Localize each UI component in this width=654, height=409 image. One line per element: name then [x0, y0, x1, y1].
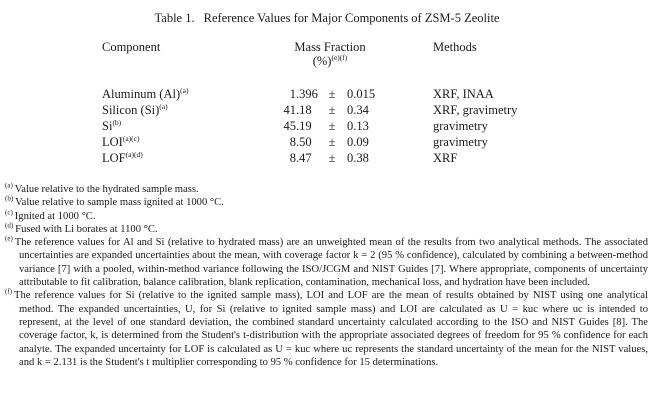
column-header-mass-fraction: Mass Fraction (%)(e)(f)	[255, 40, 405, 68]
value-int: 8	[289, 151, 296, 165]
footnote-marker: (e)	[5, 234, 13, 243]
footnote-ref: (b)	[112, 117, 122, 127]
footnote-text: Ignited at 1000 °C.	[14, 210, 96, 222]
plus-minus: ±	[328, 87, 336, 101]
uncertainty-cell: 0.015	[347, 87, 376, 101]
footnote-a: (a) Value relative to the hydrated sample…	[5, 181, 648, 196]
component-cell: LOI(a)(c)	[102, 133, 140, 149]
footnote-ref: (a)(d)	[125, 149, 143, 159]
footnote-marker: (c)	[5, 208, 13, 217]
footnote-marker: (f)	[5, 287, 12, 296]
uncertainty-cell: 0.34	[347, 103, 369, 117]
footnotes-section: (a) Value relative to the hydrated sample…	[5, 181, 648, 369]
table-row: LOF(a)(d) 8 .47 ± 0.38 XRF	[102, 150, 654, 166]
footnote-f: (f) The reference values for Si (relative…	[5, 287, 648, 369]
footnote-ref: (a)	[180, 85, 189, 95]
mass-fraction-unit: (%)(e)(f)	[312, 52, 348, 68]
table-title-text: Reference Values for Major Components of…	[203, 11, 500, 25]
value-frac: .50	[296, 135, 312, 149]
footnote-d: (d) Fused with Li borates at 1100 °C.	[5, 221, 648, 236]
table-body: Aluminum (Al)(a) 1 .396 ± 0.015 XRF, INA…	[0, 86, 654, 166]
component-cell: Si(b)	[102, 117, 122, 133]
value-frac: .18	[296, 103, 312, 117]
table-title: Table 1. Reference Values for Major Compo…	[0, 11, 654, 26]
plus-minus: ±	[328, 151, 336, 165]
methods-cell: XRF, INAA	[433, 87, 494, 101]
footnote-marker: (a)	[5, 181, 13, 190]
footnote-text: The reference values for Al and Si (rela…	[14, 237, 648, 289]
methods-cell: gravimetry	[433, 119, 488, 133]
methods-cell: XRF, gravimetry	[433, 103, 518, 117]
component-cell: Aluminum (Al)(a)	[102, 85, 189, 101]
value-int: 41	[283, 103, 297, 117]
plus-minus: ±	[328, 119, 336, 133]
column-header-methods: Methods	[433, 40, 477, 54]
column-header-component: Component	[102, 40, 161, 54]
table-row: Aluminum (Al)(a) 1 .396 ± 0.015 XRF, INA…	[102, 86, 654, 102]
footnote-text: Value relative to the hydrated sample ma…	[14, 184, 199, 195]
plus-minus: ±	[328, 103, 336, 117]
table-row: Silicon (Si)(a) 41 .18 ± 0.34 XRF, gravi…	[102, 102, 654, 118]
uncertainty-cell: 0.38	[347, 151, 369, 165]
uncertainty-cell: 0.09	[347, 135, 369, 149]
uncertainty-cell: 0.13	[347, 119, 369, 133]
component-cell: LOF(a)(d)	[102, 149, 143, 165]
footnote-text: Fused with Li borates at 1100 °C.	[15, 223, 158, 235]
component-cell: Silicon (Si)(a)	[102, 101, 168, 117]
footnote-c: (c) Ignited at 1000 °C.	[5, 208, 648, 223]
methods-cell: gravimetry	[433, 135, 488, 149]
value-int: 1	[289, 87, 296, 101]
footnote-ref: (a)(c)	[122, 133, 140, 143]
footnote-text: Value relative to sample mass ignited at…	[15, 197, 224, 209]
plus-minus: ±	[328, 135, 336, 149]
methods-cell: XRF	[433, 151, 458, 165]
table-row: LOI(a)(c) 8 .50 ± 0.09 gravimetry	[102, 134, 654, 150]
footnote-text: The reference values for Si (relative to…	[14, 290, 648, 368]
value-frac: .47	[296, 151, 312, 165]
value-int: 8	[289, 135, 296, 149]
footnote-b: (b) Value relative to sample mass ignited…	[5, 194, 648, 209]
footnote-e: (e) The reference values for Al and Si (r…	[5, 234, 648, 289]
mass-fraction-label: Mass Fraction	[294, 40, 366, 54]
footnote-ref: (a)	[159, 101, 168, 111]
footnote-marker: (b)	[5, 194, 14, 203]
value-frac: .19	[296, 119, 312, 133]
value-frac: .396	[296, 87, 318, 101]
value-int: 45	[283, 119, 297, 133]
table-row: Si(b) 45 .19 ± 0.13 gravimetry	[102, 118, 654, 134]
footnote-marker: (d)	[5, 221, 14, 230]
mass-fraction-footnote-ref: (e)(f)	[331, 52, 348, 62]
table-number: Table 1.	[154, 11, 195, 25]
